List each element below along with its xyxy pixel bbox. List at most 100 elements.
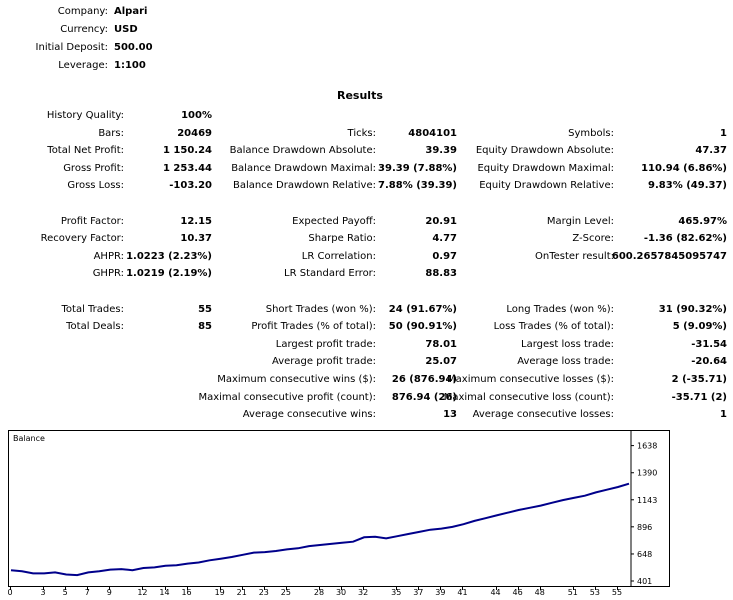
col3-label: Margin Level: — [546, 215, 614, 227]
x-tick — [43, 587, 45, 590]
header-label: Initial Deposit: — [35, 42, 108, 53]
x-tick — [495, 587, 497, 590]
x-tick — [241, 587, 243, 590]
col2-label: Balance Drawdown Relative: — [232, 180, 376, 192]
x-tick — [462, 587, 464, 590]
x-tick-label: 23 — [258, 588, 269, 597]
col3-label: Average consecutive losses: — [472, 409, 614, 421]
col1-label: Total Deals: — [66, 321, 124, 333]
col3-value: -1.36 (82.62%) — [643, 233, 727, 245]
col1-value: 12.15 — [180, 215, 212, 227]
col3-label: Average loss trade: — [517, 356, 614, 368]
x-tick — [109, 587, 111, 590]
col3-value: 1 — [720, 127, 727, 139]
col1-value: 85 — [198, 321, 212, 333]
x-tick — [87, 587, 89, 590]
x-tick-label: 32 — [358, 588, 369, 597]
col3-label: Loss Trades (% of total): — [493, 321, 614, 333]
col3-value: 1 — [720, 409, 727, 421]
col2-label: Balance Drawdown Absolute: — [229, 145, 376, 157]
col3-value: 110.94 (6.86%) — [641, 162, 727, 174]
col2-label: Average consecutive wins: — [242, 409, 376, 421]
col2-value: 7.88% (39.39) — [378, 180, 457, 192]
col2-label: Profit Trades (% of total): — [251, 321, 376, 333]
col1-label: AHPR: — [93, 250, 124, 262]
x-tick-label: 44 — [490, 588, 501, 597]
x-tick-label: 46 — [512, 588, 523, 597]
results-title: Results — [337, 89, 383, 102]
col1-label: Gross Profit: — [63, 162, 124, 174]
x-tick-label: 21 — [236, 588, 247, 597]
col2-value: 50 (90.91%) — [388, 321, 457, 333]
col2-label: Sharpe Ratio: — [308, 233, 376, 245]
x-tick-label: 12 — [137, 588, 148, 597]
col1-label: Total Trades: — [61, 303, 125, 315]
col1-value: -103.20 — [169, 180, 212, 192]
col2-value: 88.83 — [425, 268, 457, 280]
x-tick — [517, 587, 519, 590]
col3-label: Largest loss trade: — [521, 338, 614, 350]
col1-label: Profit Factor: — [60, 215, 124, 227]
x-tick — [219, 587, 221, 590]
x-tick-label: 51 — [567, 588, 578, 597]
x-tick — [539, 587, 541, 590]
col2-value: 78.01 — [425, 338, 457, 350]
y-tick-label: 1638 — [637, 442, 657, 451]
balance-chart-svg: Balance 1638 1390 1143 896 648 401 — [10, 431, 657, 586]
col1-label: Recovery Factor: — [40, 233, 124, 245]
x-tick — [10, 587, 11, 590]
col2-label: Expected Payoff: — [292, 215, 376, 227]
col2-label: Largest profit trade: — [275, 338, 376, 350]
x-tick-label: 3 — [40, 588, 46, 597]
col3-label: Equity Drawdown Maximal: — [477, 162, 614, 174]
balance-line — [10, 482, 630, 577]
col3-value: 9.83% (49.37) — [648, 180, 727, 192]
x-tick — [418, 587, 420, 590]
col2-value: 25.07 — [425, 356, 457, 368]
x-tick — [263, 587, 265, 590]
col2-label: Short Trades (won %): — [265, 303, 376, 315]
x-tick-label: 39 — [435, 588, 446, 597]
x-tick — [363, 587, 365, 590]
x-tick-label: 48 — [534, 588, 545, 597]
x-tick-label: 28 — [313, 588, 325, 597]
balance-chart: Balance 1638 1390 1143 896 648 401 — [8, 430, 670, 587]
col2-label: Ticks: — [347, 127, 376, 139]
x-tick-label: 30 — [335, 588, 347, 597]
col1-value: 10.37 — [180, 233, 212, 245]
col3-value: 2 (-35.71) — [671, 374, 727, 385]
x-tick-label: 5 — [62, 588, 68, 597]
header-label: Currency: — [60, 24, 108, 35]
col1-label: Bars: — [98, 127, 124, 139]
col3-label: OnTester result: — [534, 250, 614, 262]
header-value: 1:100 — [114, 60, 146, 71]
y-tick-label: 401 — [637, 577, 652, 586]
col3-label: Maximal consecutive loss (count): — [443, 391, 614, 403]
y-tick-label: 1143 — [637, 496, 657, 505]
x-tick-label: 9 — [106, 588, 112, 597]
x-tick — [285, 587, 287, 590]
col3-value: 600.2657845095747 — [611, 250, 727, 262]
chart-title: Balance — [13, 434, 45, 443]
col1-value: 100% — [181, 110, 212, 121]
col3-label: Equity Drawdown Relative: — [479, 180, 614, 192]
x-tick — [341, 587, 343, 590]
col3-value: -35.71 (2) — [671, 391, 727, 403]
col3-value: -20.64 — [691, 356, 727, 368]
col2-value: 4.77 — [432, 233, 457, 245]
col3-value: 465.97% — [678, 215, 727, 227]
col2-value: 876.94 (26) — [391, 391, 457, 403]
y-tick-label: 896 — [637, 523, 652, 532]
header-label: Company: — [57, 6, 108, 17]
x-tick-label: 16 — [181, 588, 192, 597]
col3-label: Equity Drawdown Absolute: — [475, 145, 614, 157]
col1-label: GHPR: — [92, 268, 124, 280]
col1-label: Total Net Profit: — [47, 145, 124, 157]
header-value: 500.00 — [114, 42, 153, 53]
col3-value: -31.54 — [691, 338, 727, 350]
x-tick — [440, 587, 442, 590]
col2-value: 0.97 — [432, 250, 457, 262]
col3-value: 31 (90.32%) — [658, 303, 727, 315]
x-tick — [396, 587, 398, 590]
x-tick-label: 7 — [84, 588, 90, 597]
